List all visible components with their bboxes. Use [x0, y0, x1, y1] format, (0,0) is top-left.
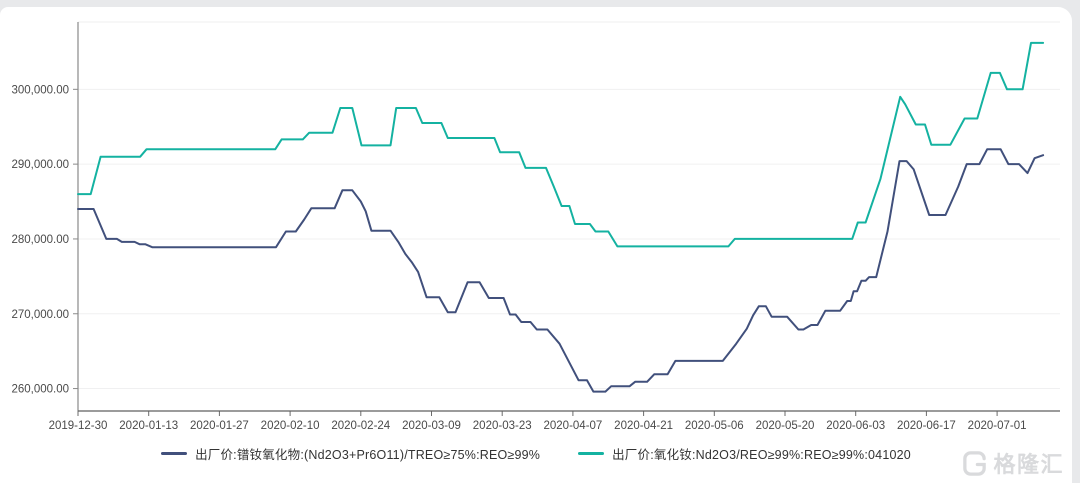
x-axis-tick-label: 2020-01-27: [190, 420, 249, 432]
x-axis-tick-label: 2020-02-24: [331, 420, 390, 432]
gelonghui-logo-icon: [963, 450, 987, 476]
x-axis-tick-label: 2020-07-01: [968, 420, 1027, 432]
watermark-text: 格隆汇: [993, 452, 1064, 477]
y-axis-tick-label: 260,000.00: [11, 384, 69, 396]
x-axis-tick-label: 2020-03-09: [402, 420, 461, 432]
price-line-chart: 300,000.00 290,000.00 280,000.00 270,000.00…: [11, 21, 1060, 432]
x-axis-tick-label: 2020-03-23: [473, 420, 532, 432]
series-line-0: [77, 148, 1045, 393]
chart-legend: 出厂价:镨钕氧化物:(Nd2O3+Pr6O11)/TREO≥75%:REO≥99…: [0, 444, 1072, 463]
x-axis-tick-label: 2020-04-07: [543, 420, 602, 432]
x-axis-tick-label: 2020-05-20: [756, 420, 815, 432]
watermark-gelonghui: 格隆汇: [961, 447, 1064, 479]
chart-card: 300,000.00 290,000.00 280,000.00 270,000.00…: [0, 7, 1072, 483]
series-line-1: [77, 41, 1045, 248]
legend-label-nd-oxide: 出厂价:氧化钕:Nd2O3/REO≥99%:REO≥99%:041020: [612, 448, 911, 462]
x-axis-tick-label: 2020-05-06: [685, 420, 744, 432]
legend-item-prnd-oxide[interactable]: 出厂价:镨钕氧化物:(Nd2O3+Pr6O11)/TREO≥75%:REO≥99…: [161, 444, 540, 463]
legend-item-nd-oxide[interactable]: 出厂价:氧化钕:Nd2O3/REO≥99%:REO≥99%:041020: [578, 444, 911, 463]
x-axis-tick-label: 2020-02-10: [261, 420, 320, 432]
x-axis-tick-label: 2020-04-21: [614, 420, 673, 432]
y-axis-tick-label: 280,000.00: [11, 234, 69, 246]
legend-swatch-prnd-oxide: [161, 452, 188, 455]
x-axis-tick-label: 2020-01-13: [119, 420, 178, 432]
x-axis-tick-label: 2020-06-03: [826, 420, 885, 432]
x-axis-tick-label: 2020-06-17: [897, 420, 956, 432]
y-axis-tick-label: 270,000.00: [11, 309, 69, 321]
legend-swatch-nd-oxide: [578, 452, 605, 455]
x-axis-tick-label: 2019-12-30: [49, 420, 108, 432]
legend-label-prnd-oxide: 出厂价:镨钕氧化物:(Nd2O3+Pr6O11)/TREO≥75%:REO≥99…: [195, 448, 541, 462]
y-axis-tick-label: 300,000.00: [11, 84, 69, 96]
y-axis-tick-label: 290,000.00: [11, 159, 69, 171]
